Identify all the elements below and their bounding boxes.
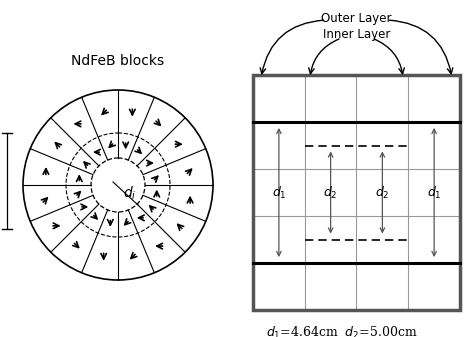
Text: $d_i$: $d_i$ xyxy=(123,184,137,202)
Text: Outer Layer: Outer Layer xyxy=(321,12,392,25)
Bar xyxy=(253,75,460,310)
Bar xyxy=(253,75,460,310)
Text: $d_1$=4.64cm  $d_2$=5.00cm: $d_1$=4.64cm $d_2$=5.00cm xyxy=(266,325,417,337)
Text: $d_1$: $d_1$ xyxy=(272,184,286,201)
Circle shape xyxy=(91,158,145,212)
Text: $d_2$: $d_2$ xyxy=(375,184,390,201)
Text: $d_1$: $d_1$ xyxy=(427,184,441,201)
Text: $d_2$: $d_2$ xyxy=(323,184,338,201)
Text: Inner Layer: Inner Layer xyxy=(323,28,390,41)
Text: NdFeB blocks: NdFeB blocks xyxy=(72,54,164,68)
